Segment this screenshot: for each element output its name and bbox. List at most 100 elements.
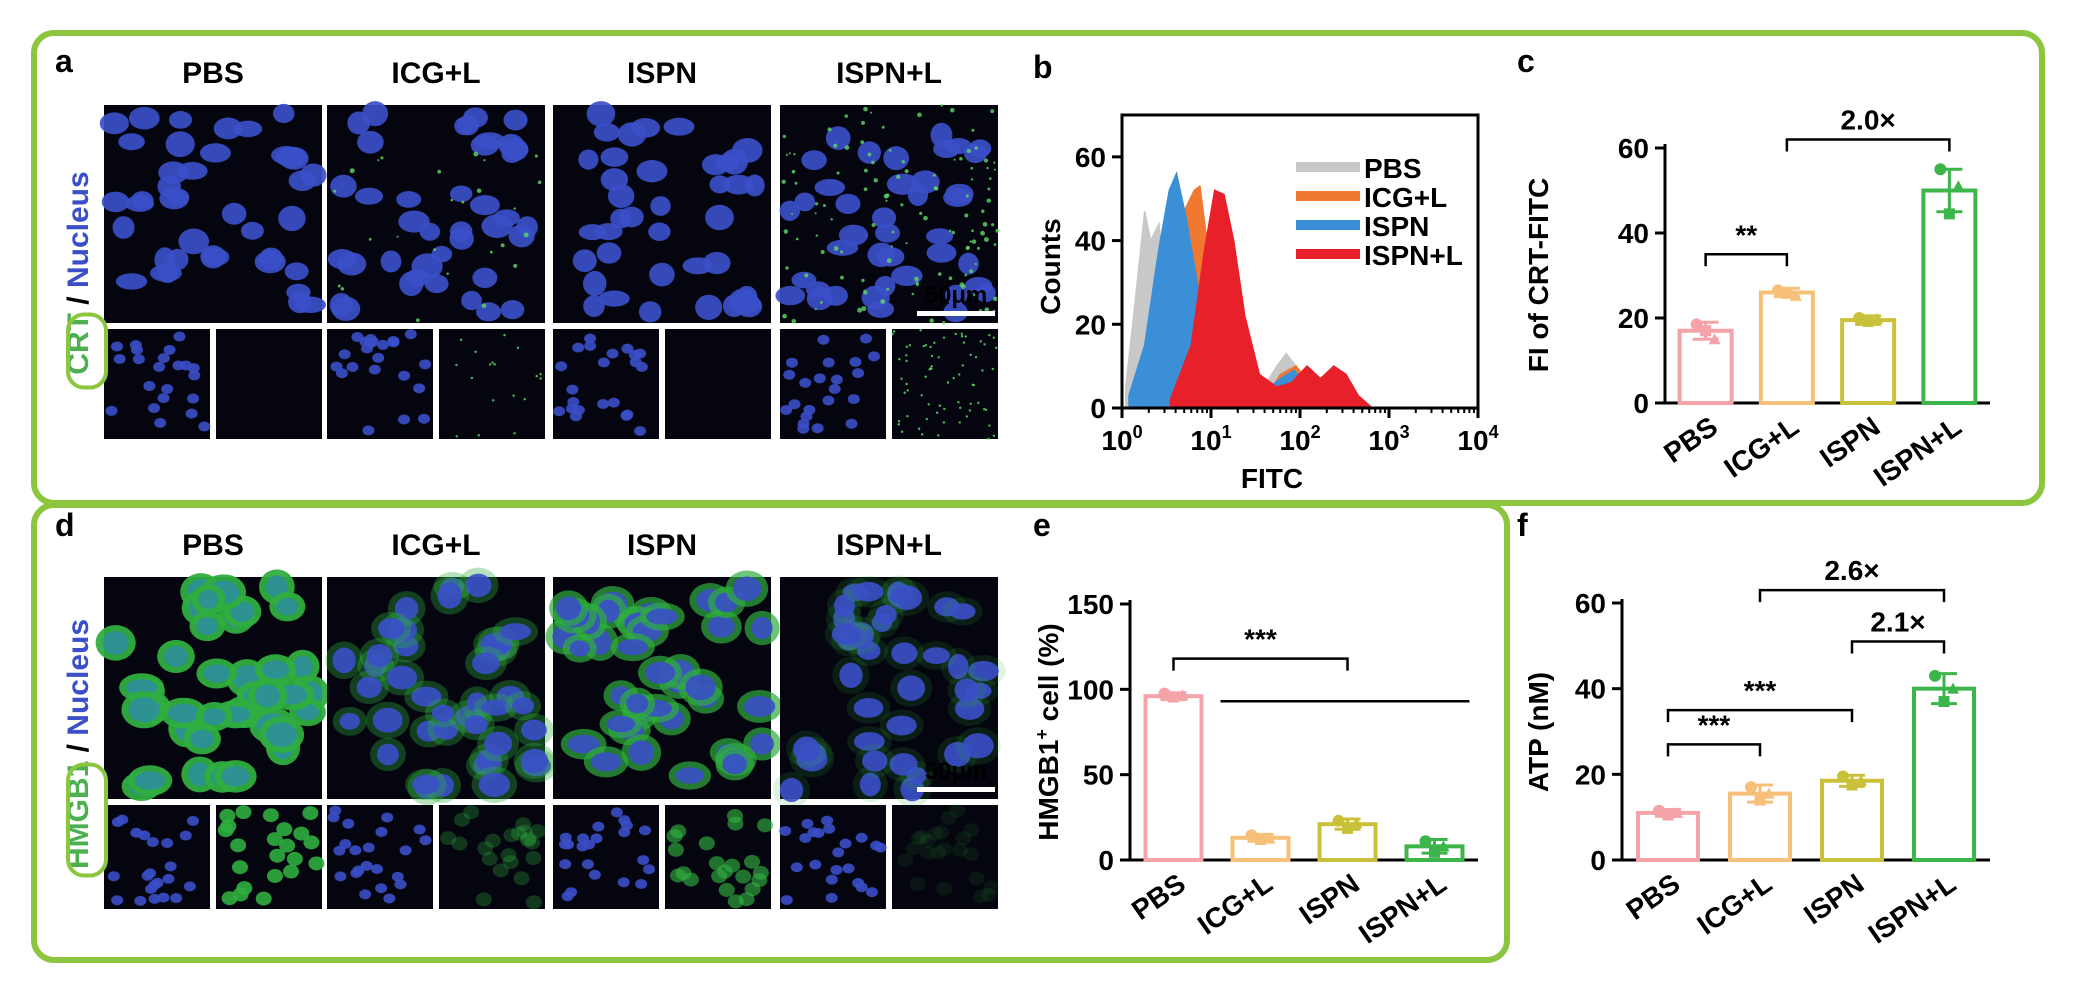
y-tick-label: 0 [1633, 388, 1649, 419]
y-tick-label: 40 [1075, 226, 1106, 257]
hmgb1-signal [453, 812, 470, 827]
hmgb1-signal [520, 833, 537, 848]
crt-signal [830, 218, 833, 221]
nucleus [113, 353, 126, 364]
crt-signal [857, 307, 863, 313]
nucleus [99, 112, 129, 135]
nucleus [449, 227, 474, 250]
crt-signal [988, 333, 991, 337]
x-axis-label: FITC [1241, 463, 1303, 494]
data-point-icg-l [1789, 289, 1802, 301]
crt-signal [942, 336, 946, 339]
nucleus [581, 859, 594, 870]
nucleus [874, 275, 896, 297]
crt-signal [993, 161, 996, 164]
scale-bar [917, 311, 995, 316]
image-nucleus-1 [327, 805, 433, 909]
cells-merged-0 [99, 103, 327, 314]
data-point-ispn-l [1943, 208, 1955, 220]
nucleus [157, 393, 170, 404]
crt-signal [990, 109, 995, 114]
nucleus [284, 262, 309, 281]
hmgb1-signal [217, 823, 234, 838]
crt-signal [340, 287, 345, 291]
nucleus [199, 143, 231, 163]
hmgb1-signal [949, 803, 966, 818]
nucleus [831, 623, 862, 645]
crt-signal [974, 146, 978, 150]
nucleus [357, 130, 384, 154]
significance-label-2: 2.1× [1870, 607, 1925, 638]
crt-signal [783, 229, 789, 234]
nucleus [179, 830, 192, 841]
crt-signal [794, 181, 798, 185]
column-label-ispn-l: ISPN+L [836, 57, 942, 90]
hmgb1-signal [930, 845, 947, 860]
hmgb1-signal [276, 822, 293, 837]
nucleus [187, 393, 200, 404]
nucleus [521, 719, 547, 741]
nucleus [362, 842, 375, 853]
hmgb1-signal [219, 808, 236, 823]
crt-signal [861, 306, 867, 312]
crt-signal [970, 178, 974, 181]
crt-signal [491, 399, 495, 402]
y-axis-label: FI of CRT-FITC [1523, 178, 1554, 372]
hmgb1-signal [286, 851, 303, 866]
x-tick-label-pbs: PBS [1126, 868, 1191, 926]
crt-signal [942, 321, 946, 325]
separator-label: / [62, 288, 95, 313]
nucleus [412, 774, 440, 795]
crt-signal [995, 228, 1000, 233]
hmgb1-signal [909, 876, 926, 891]
nucleus [196, 617, 219, 636]
nucleus [636, 160, 668, 183]
significance-bracket-1 [1785, 138, 1951, 152]
nucleus [975, 283, 996, 303]
legend-swatch-0 [1296, 162, 1360, 172]
nucleus [399, 845, 412, 856]
nucleus [394, 596, 419, 620]
hmgb1-signal [302, 806, 319, 821]
hmgb1-signal [266, 868, 283, 883]
nucleus [413, 824, 426, 835]
nucleus [634, 426, 647, 437]
crt-signal [891, 332, 894, 336]
crt-signal [886, 258, 892, 263]
crt-signal [539, 372, 542, 376]
hmgb1-signal [716, 864, 733, 879]
crt-signal [964, 273, 968, 277]
crt-signal [814, 308, 817, 311]
tick-base: 10 [1457, 425, 1488, 456]
crt-signal [814, 202, 819, 206]
nucleus [101, 191, 130, 213]
nucleus [635, 878, 648, 889]
crt-signal [992, 336, 996, 339]
crt-signal [903, 391, 906, 394]
nucleus [516, 216, 538, 238]
nucleus [828, 383, 841, 394]
crt-signal [964, 213, 969, 218]
crt-signal [535, 374, 538, 378]
nucleus [380, 250, 402, 273]
nucleus [329, 292, 353, 317]
crt-signal [988, 424, 991, 427]
nucleus [261, 660, 290, 679]
nucleus [685, 674, 716, 700]
microscopy-panel-a: PBS ICG+L ISPN ISPN+L 50μm CRT / Nucleus [62, 57, 1000, 441]
hmgb1-signal [670, 824, 687, 839]
hmgb1-signal [235, 805, 252, 820]
nucleus [255, 684, 280, 708]
crt-signal [914, 276, 919, 282]
data-point-ispn [1350, 817, 1363, 829]
data-point-pbs [1168, 691, 1179, 703]
nucleus [470, 195, 500, 216]
nucleus [162, 873, 175, 884]
nucleus [567, 396, 580, 407]
nucleus [116, 814, 129, 825]
nucleus [886, 173, 919, 195]
y-tick-label: 0 [1098, 845, 1114, 876]
nucleus [134, 771, 166, 790]
crt-signal [991, 223, 995, 227]
